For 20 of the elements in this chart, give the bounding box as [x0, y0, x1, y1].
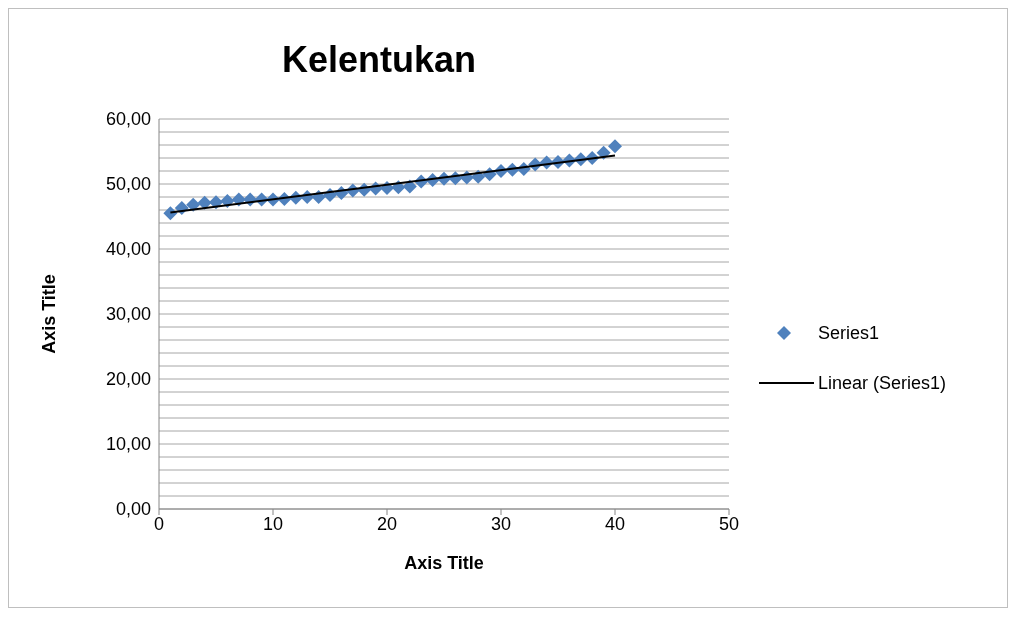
x-tick-label: 0 — [153, 513, 165, 534]
x-tick-label: 10 — [262, 513, 284, 534]
x-tick-label: 20 — [376, 513, 398, 534]
y-tick-label: 20,00 — [105, 369, 151, 390]
y-tick-label: 50,00 — [105, 174, 151, 195]
legend-label: Linear (Series1) — [818, 372, 947, 394]
y-tick-label: 30,00 — [105, 304, 151, 325]
y-tick-label: 40,00 — [105, 239, 151, 260]
x-tick-label: 40 — [604, 513, 626, 534]
y-tick-label: 60,00 — [105, 109, 151, 130]
x-axis-title: Axis Title — [404, 553, 484, 573]
y-axis-title: Axis Title — [39, 274, 60, 354]
chart-title: Kelentukan — [280, 39, 477, 81]
point — [402, 179, 417, 194]
legend-label: Series1 — [818, 322, 880, 344]
point — [608, 139, 622, 154]
y-tick-label: 0,00 — [115, 499, 151, 520]
y-tick-label: 10,00 — [105, 434, 151, 455]
x-tick-label: 30 — [490, 513, 512, 534]
x-tick-label: 50 — [718, 513, 740, 534]
